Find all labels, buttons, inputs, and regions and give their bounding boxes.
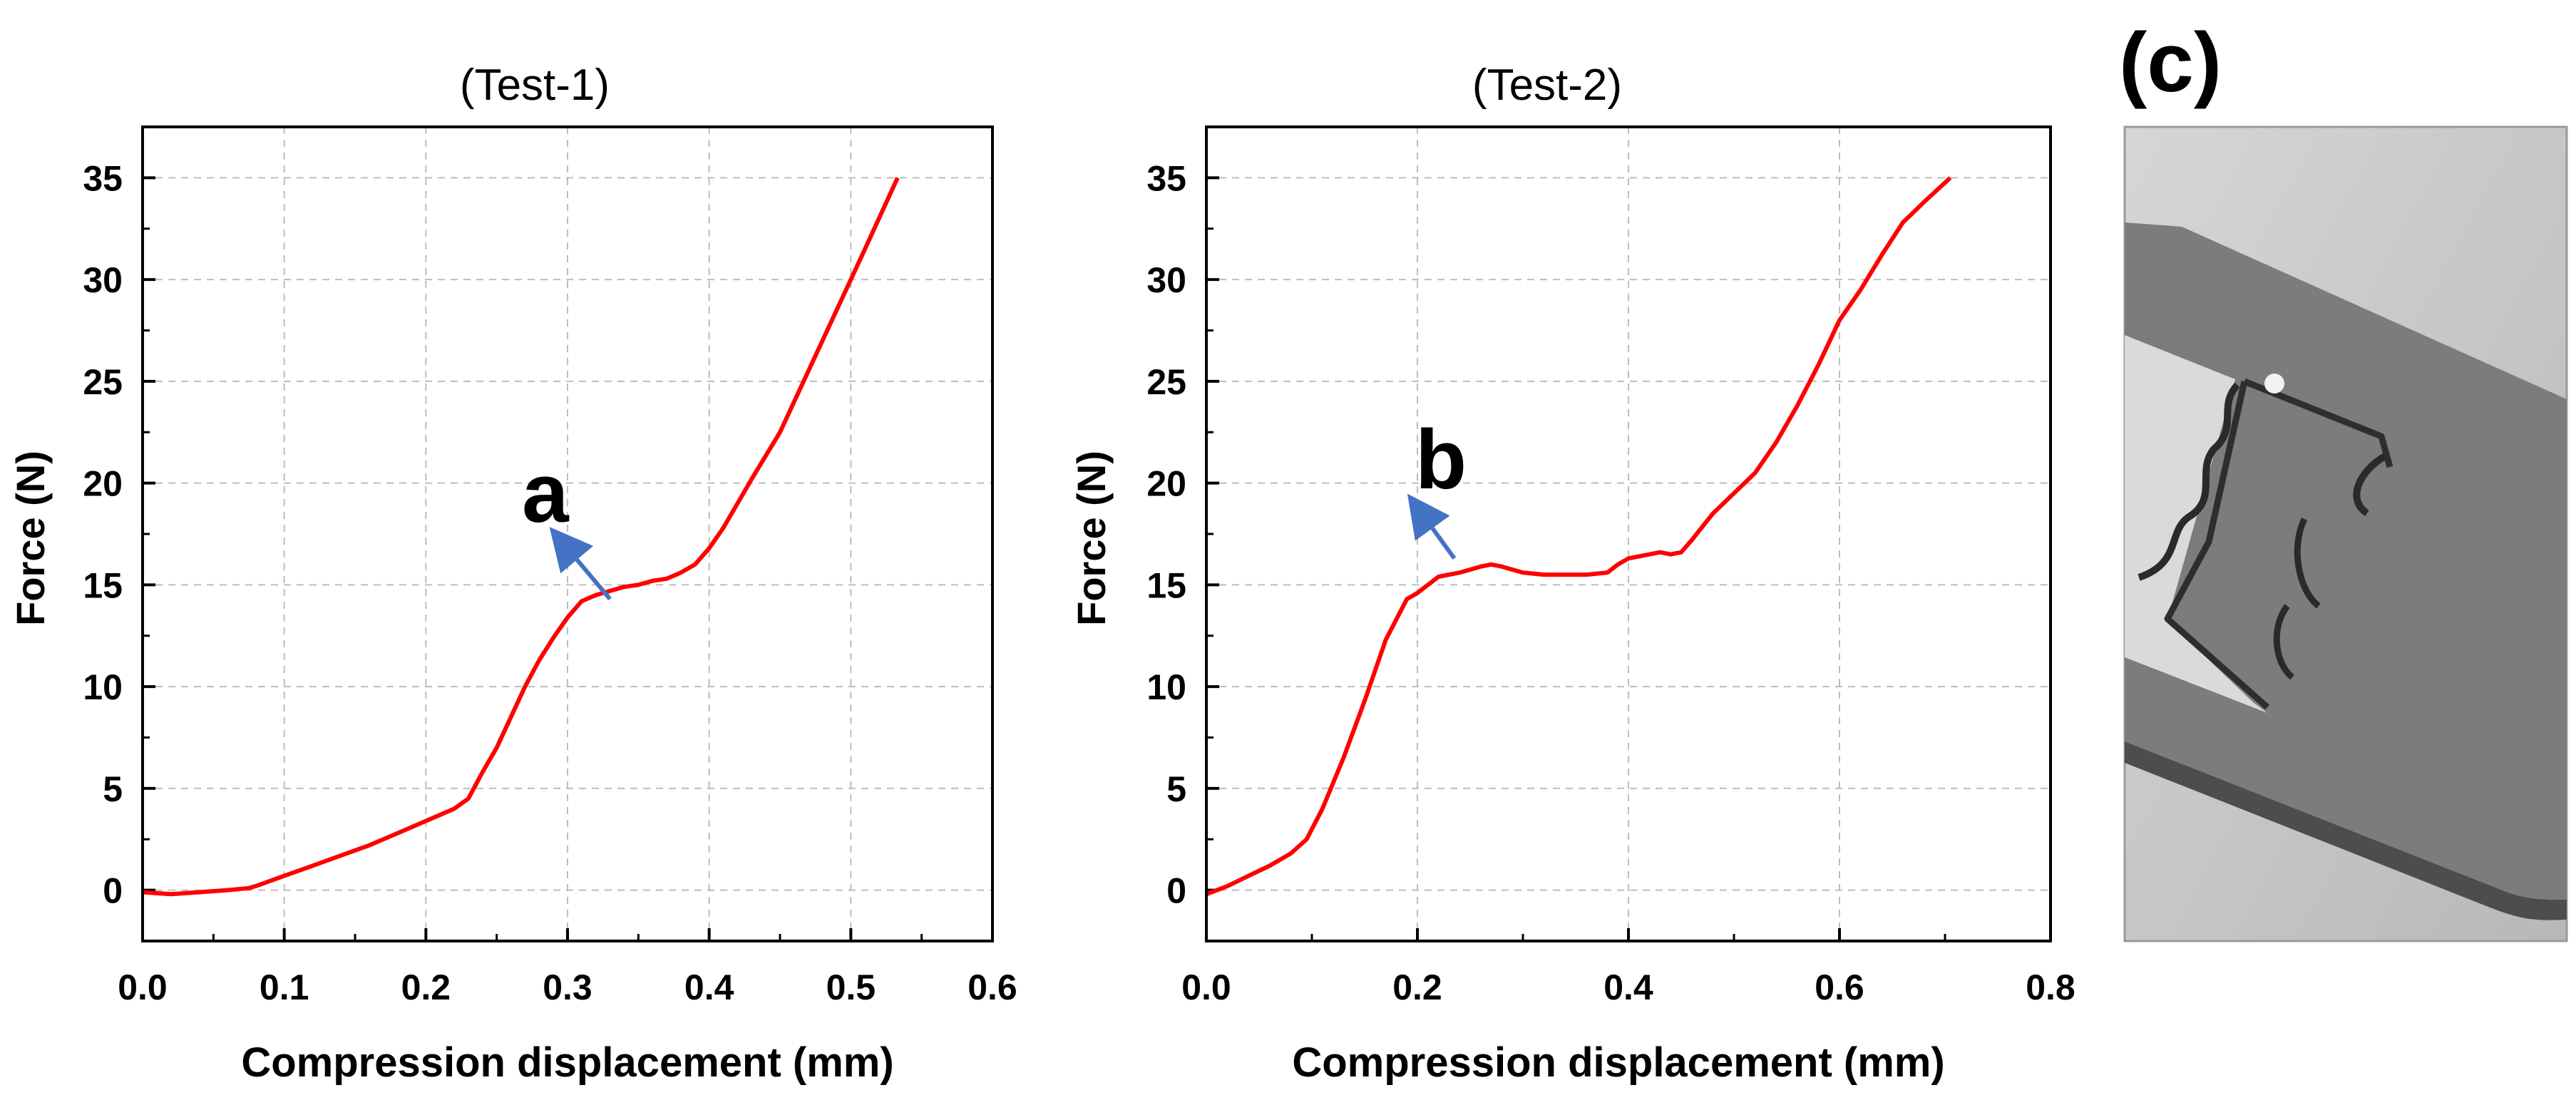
x-tick-labels: 0.0 0.2 0.4 0.6 0.8 — [1181, 967, 2075, 1007]
opening-rim — [2164, 378, 2393, 710]
y-tick-label: 25 — [1146, 362, 1186, 402]
series-line-test-1 — [142, 177, 900, 897]
y-tick-label: 35 — [1146, 158, 1186, 198]
grid — [143, 127, 992, 941]
plate-opening — [2125, 335, 2267, 713]
y-tick-labels: 0 5 10 15 20 25 30 35 — [1146, 158, 1186, 910]
chart-test-2: (Test-2) 0.0 0.2 0.4 0.6 0.8 05101520253035 … — [1069, 61, 2075, 1086]
y-tick-label: 15 — [1146, 565, 1186, 605]
annotation-arrow-b — [1407, 493, 1457, 560]
annotation-label-b: b — [1415, 413, 1467, 507]
plate-edge — [2125, 741, 2567, 920]
x-tick-label: 0.2 — [1392, 967, 1442, 1007]
chart-test-1: (Test-1) 0.0 0.1 0.2 0.3 0.4 0.5 0.6 0 5 10 15 20 2… — [8, 61, 1017, 1086]
y-axis-title: Force (N) — [1069, 451, 1114, 626]
x-tick-label: 0.6 — [1815, 967, 1864, 1007]
hook-strip-3 — [2273, 604, 2295, 680]
photo-icon — [2123, 125, 2568, 942]
panel-label-c: (c) — [2119, 16, 2222, 110]
chart-title: (Test-2) — [1472, 61, 1622, 110]
grid — [1206, 127, 2051, 941]
x-axis-title: Compression displacement (mm) — [1292, 1039, 1944, 1086]
y-tick-labels: 0 5 10 15 20 25 30 35 — [83, 158, 123, 910]
y-tick-label: 10 — [1146, 667, 1186, 707]
x-tick-label: 0.4 — [1603, 967, 1653, 1007]
annotation-arrow-a — [549, 527, 612, 601]
y-axis-title: Force (N) — [8, 451, 53, 626]
x-tick-label: 0.4 — [684, 967, 734, 1007]
x-tick-label: 0.0 — [1181, 967, 1231, 1007]
chart-title: (Test-1) — [460, 61, 610, 110]
y-tick-label: 25 — [83, 362, 123, 402]
y-tick-label: 20 — [83, 464, 123, 504]
x-tick-label: 0.8 — [2026, 967, 2075, 1007]
y-tick-label: 30 — [1146, 260, 1186, 300]
hook-strip-2 — [2294, 518, 2321, 609]
x-tick-label: 0.6 — [968, 967, 1017, 1007]
photo-panel: (c) — [2119, 16, 2568, 942]
y-tick-label: 0 — [103, 871, 123, 911]
plot-frame — [1205, 125, 2052, 942]
ticks — [141, 176, 994, 941]
y-tick-label: 0 — [1166, 871, 1186, 911]
y-tick-label: 35 — [83, 158, 123, 198]
series-line-test-2 — [1205, 176, 1952, 897]
annotation-label-a: a — [522, 446, 570, 540]
x-tick-label: 0.0 — [118, 967, 168, 1007]
bright-spot — [2264, 374, 2284, 394]
y-tick-label: 20 — [1146, 464, 1186, 504]
y-tick-label: 30 — [83, 260, 123, 300]
x-tick-label: 0.3 — [543, 967, 592, 1007]
y-tick-label: 5 — [1166, 769, 1186, 809]
x-tick-labels: 0.0 0.1 0.2 0.3 0.4 0.5 0.6 — [118, 967, 1017, 1007]
x-tick-label: 0.5 — [826, 967, 876, 1007]
hook-strip-1 — [2353, 453, 2387, 517]
x-axis-title: Compression displacement (mm) — [241, 1039, 893, 1086]
plot-frame — [141, 125, 994, 942]
wavy-strip — [2138, 382, 2240, 581]
y-tick-label: 5 — [103, 769, 123, 809]
y-tick-label: 10 — [83, 667, 123, 707]
y-tick-label: 15 — [83, 565, 123, 605]
x-tick-label: 0.1 — [260, 967, 309, 1007]
x-tick-label: 0.2 — [401, 967, 451, 1007]
